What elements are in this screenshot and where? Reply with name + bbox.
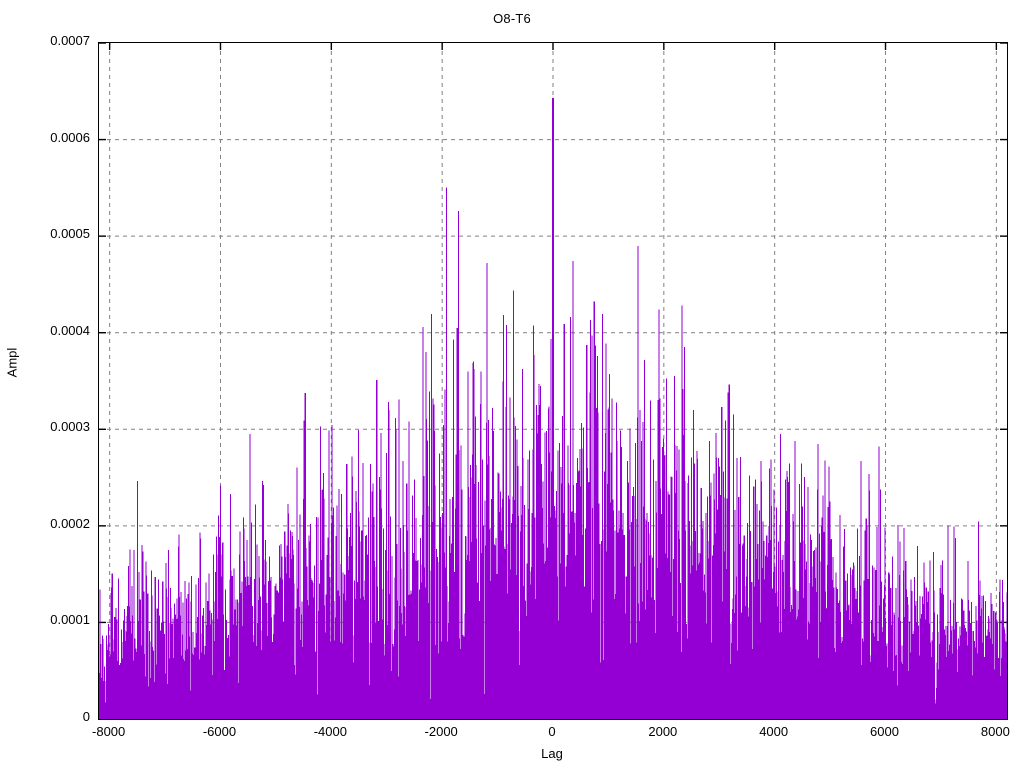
y-tick-label: 0.0006	[50, 129, 90, 145]
page-title: O8-T6	[493, 11, 531, 26]
x-tick-label: 4000	[759, 724, 789, 739]
x-tick-label: -8000	[92, 724, 126, 739]
x-tick-label: -2000	[424, 724, 458, 739]
y-tick-label: 0.0001	[50, 612, 90, 628]
x-tick-label: 6000	[870, 724, 899, 739]
y-tick-label: 0	[82, 709, 90, 724]
data-series-impulses	[99, 98, 1007, 719]
x-tick-label: 0	[548, 724, 556, 739]
x-tick-label: -4000	[313, 724, 347, 739]
x-tick-label: 8000	[980, 724, 1010, 739]
y-tick-label: 0.0007	[50, 33, 90, 48]
x-tick-label: -6000	[202, 724, 237, 739]
y-tick-label: 0.0002	[50, 515, 90, 531]
y-tick-label: 0.0004	[50, 322, 90, 338]
y-tick-label: 0.0003	[50, 419, 90, 435]
impulse-plot-canvas	[99, 43, 1007, 719]
y-tick-label: 0.0005	[50, 226, 90, 242]
x-axis-label: Lag	[541, 746, 563, 761]
y-axis-tick-labels: 0 0.0001 0.0002 0.0003 0.0004 0.0005 0.0006 0.0…	[0, 0, 90, 768]
x-tick-label: 2000	[648, 724, 678, 739]
plot-area	[98, 42, 1008, 720]
